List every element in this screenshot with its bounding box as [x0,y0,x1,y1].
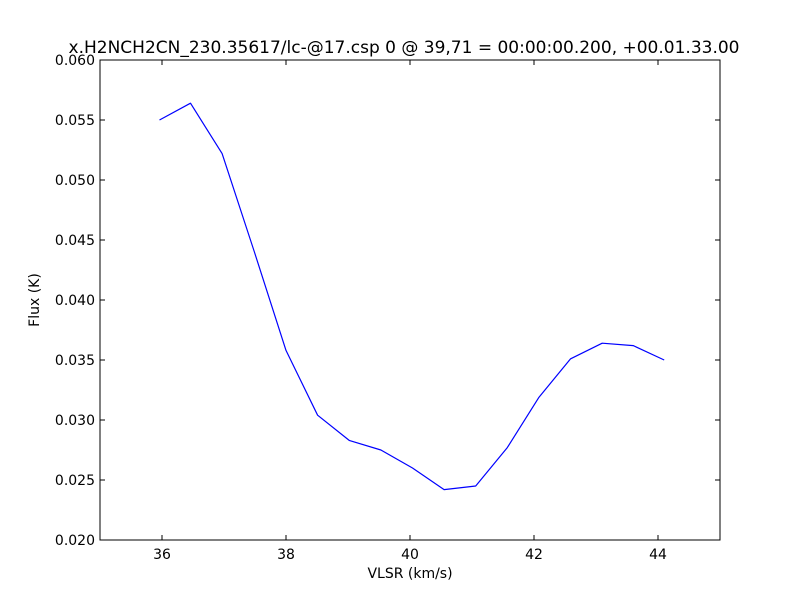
x-axis-ticks: 36 38 40 42 44 [153,60,667,563]
x-tick-label: 38 [277,547,295,563]
y-tick-label: 0.025 [55,473,95,489]
y-tick-label: 0.040 [55,293,95,309]
x-tick-label: 42 [525,547,543,563]
y-tick-label: 0.035 [55,353,95,369]
x-tick-label: 44 [649,547,667,563]
chart-title: x.H2NCH2CN_230.35617/lc-@17.csp 0 @ 39,7… [69,38,740,58]
y-tick-label: 0.045 [55,233,95,249]
y-tick-label: 0.055 [55,113,95,129]
x-axis-label: VLSR (km/s) [367,566,452,582]
y-tick-label: 0.030 [55,413,95,429]
y-tick-label: 0.050 [55,173,95,189]
y-tick-label: 0.020 [55,533,95,549]
y-axis-ticks: 0.020 0.025 0.030 0.035 0.040 0.045 0.050 0.055… [55,53,720,549]
x-tick-label: 36 [153,547,171,563]
axes-frame [99,59,721,541]
y-tick-label: 0.060 [55,53,95,69]
x-tick-label: 40 [401,547,419,563]
plot-area: 36 38 40 42 44 0.020 0.025 0.030 0.035 0.040 0.04… [55,53,721,563]
series-line-0 [159,102,665,491]
y-axis-label: Flux (K) [27,273,43,327]
series-layer [159,102,665,491]
